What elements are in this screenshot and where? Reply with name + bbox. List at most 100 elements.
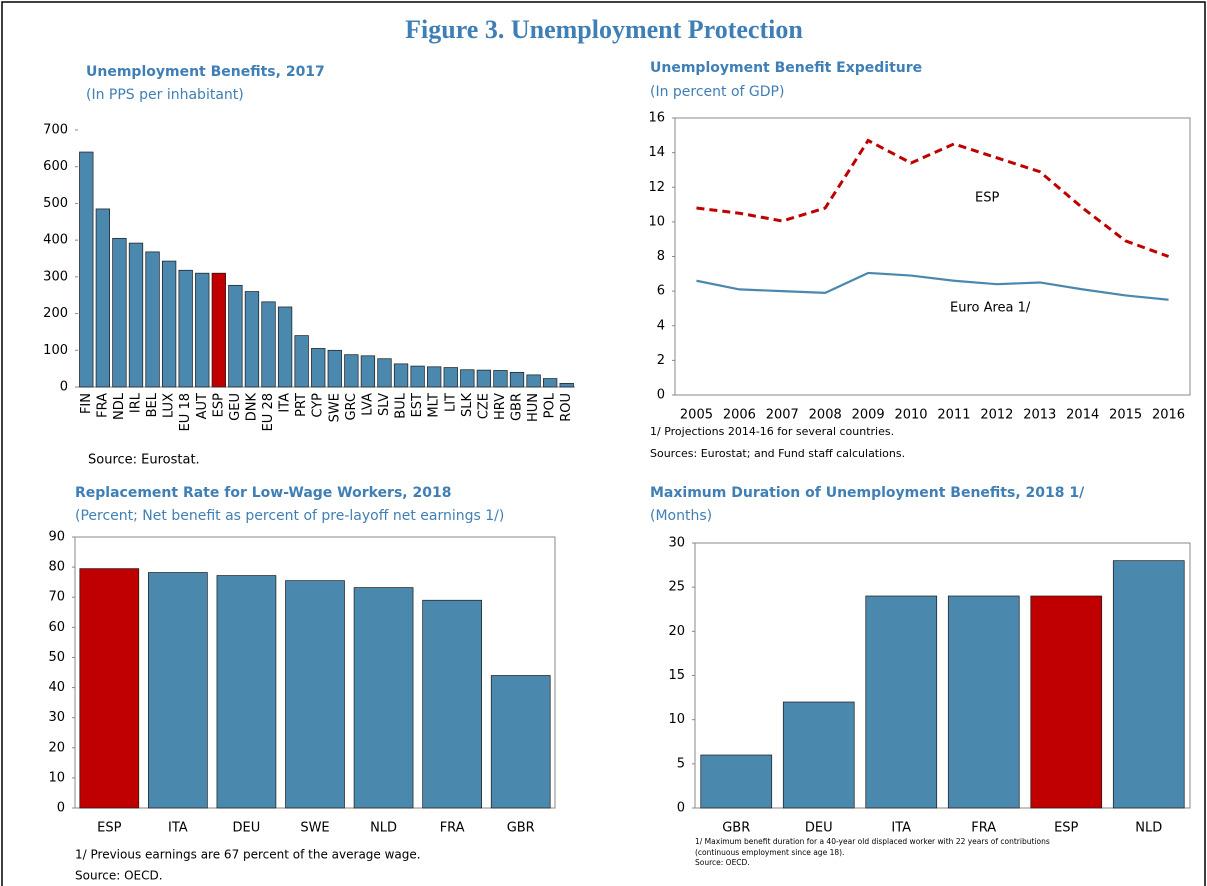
chart-subtitle: (In PPS per inhabitant) <box>86 87 244 103</box>
y-tick-label: 4 <box>657 318 665 333</box>
x-tick-label: BEL <box>145 392 160 417</box>
chart-subtitle: (In percent of GDP) <box>650 84 784 100</box>
note: Source: OECD. <box>695 858 750 867</box>
y-tick-label: 6 <box>657 284 665 299</box>
x-tick-label: FIN <box>79 393 94 414</box>
y-tick-label: 200 <box>43 306 68 321</box>
x-tick-label: 2012 <box>980 408 1013 423</box>
x-tick-label: 2014 <box>1066 408 1099 423</box>
x-tick-label: HRV <box>493 393 508 420</box>
x-tick-label: GEU <box>228 393 243 421</box>
note: Source: Eurostat. <box>88 453 200 468</box>
x-tick-label: POL <box>543 392 558 418</box>
bar <box>79 568 140 809</box>
note: Sources: Eurostat; and Fund staff calcul… <box>650 447 905 460</box>
figure-title: Figure 3. Unemployment Protection <box>405 15 803 44</box>
y-tick-label: 0 <box>677 801 685 816</box>
x-tick-label: DEU <box>233 821 261 836</box>
bar <box>277 306 293 388</box>
y-tick-label: 10 <box>648 214 665 229</box>
y-tick-label: 300 <box>43 269 68 284</box>
bar <box>353 587 414 809</box>
y-tick-label: 16 <box>648 111 665 126</box>
bar <box>128 242 144 388</box>
y-tick-label: 10 <box>48 770 65 785</box>
x-tick-label: 2015 <box>1109 408 1142 423</box>
x-tick-label: FRA <box>971 821 996 836</box>
chart-title: Maximum Duration of Unemployment Benefit… <box>650 485 1085 501</box>
bar <box>228 284 243 388</box>
y-tick-label: 600 <box>43 159 68 174</box>
bar <box>393 363 409 388</box>
x-tick-label: SLV <box>377 393 392 416</box>
y-tick-label: 50 <box>48 650 65 665</box>
chart-title: Unemployment Benefit Expediture <box>650 60 922 76</box>
bar <box>294 335 309 388</box>
bar <box>1030 595 1103 809</box>
x-tick-label: 2006 <box>723 408 756 423</box>
bar <box>460 369 475 388</box>
x-tick-label: GRC <box>344 393 359 421</box>
x-tick-label: LVA <box>360 393 375 416</box>
note: Source: OECD. <box>75 869 163 883</box>
x-tick-label: 2010 <box>894 408 927 423</box>
y-tick-label: 400 <box>43 233 68 248</box>
y-tick-label: 80 <box>48 560 65 575</box>
x-tick-label: 2011 <box>937 408 970 423</box>
y-tick-label: 0 <box>57 801 65 816</box>
x-tick-label: EU 18 <box>178 393 193 431</box>
x-tick-label: ITA <box>891 821 911 836</box>
x-tick-label: GBR <box>507 821 535 836</box>
x-tick-label: FRA <box>95 393 110 418</box>
bar <box>493 370 508 388</box>
x-tick-label: ESP <box>211 393 226 417</box>
bar <box>211 272 226 388</box>
x-tick-label: HUN <box>526 393 541 422</box>
y-tick-label: 2 <box>657 353 665 368</box>
x-tick-label: LIT <box>443 393 458 412</box>
x-tick-label: GBR <box>722 821 750 836</box>
x-tick-label: DNK <box>244 393 259 422</box>
x-tick-label: ITA <box>168 821 188 836</box>
x-tick-label: SLK <box>460 393 475 417</box>
x-tick-label: SWE <box>300 821 329 836</box>
bar <box>509 371 525 388</box>
bar <box>526 374 541 388</box>
bar <box>327 349 342 388</box>
y-tick-label: 10 <box>668 712 685 727</box>
bar <box>947 595 1020 809</box>
bar <box>422 599 482 809</box>
note: 1/ Projections 2014-16 for several count… <box>650 425 894 438</box>
y-tick-label: 12 <box>648 180 665 195</box>
bar <box>95 208 110 388</box>
bar <box>476 369 492 388</box>
bar <box>344 354 359 388</box>
x-tick-label: 2007 <box>766 408 799 423</box>
bar <box>443 367 458 388</box>
bar <box>700 754 773 809</box>
x-tick-label: 2013 <box>1023 408 1056 423</box>
y-tick-label: 20 <box>48 740 65 755</box>
x-tick-label: NLD <box>370 821 397 836</box>
x-tick-label: AUT <box>195 393 210 419</box>
bar <box>178 269 193 388</box>
y-tick-label: 0 <box>657 388 665 403</box>
bar <box>145 251 160 388</box>
chart-subtitle: (Percent; Net benefit as percent of pre-… <box>75 508 504 524</box>
x-tick-label: CZE <box>476 393 491 419</box>
note: 1/ Maximum benefit duration for a 40-yea… <box>695 837 1050 846</box>
bar <box>427 366 442 388</box>
y-tick-label: 25 <box>668 580 685 595</box>
y-tick-label: 90 <box>48 530 65 545</box>
y-tick-label: 40 <box>48 680 65 695</box>
x-tick-label: ESP <box>1054 821 1078 836</box>
y-tick-label: 700 <box>43 123 68 138</box>
y-tick-label: 5 <box>677 756 685 771</box>
x-tick-label: GBR <box>510 393 525 421</box>
x-tick-label: EST <box>410 393 425 417</box>
bar <box>195 272 210 388</box>
y-tick-label: 14 <box>648 145 665 160</box>
plot-frame <box>674 117 1191 396</box>
